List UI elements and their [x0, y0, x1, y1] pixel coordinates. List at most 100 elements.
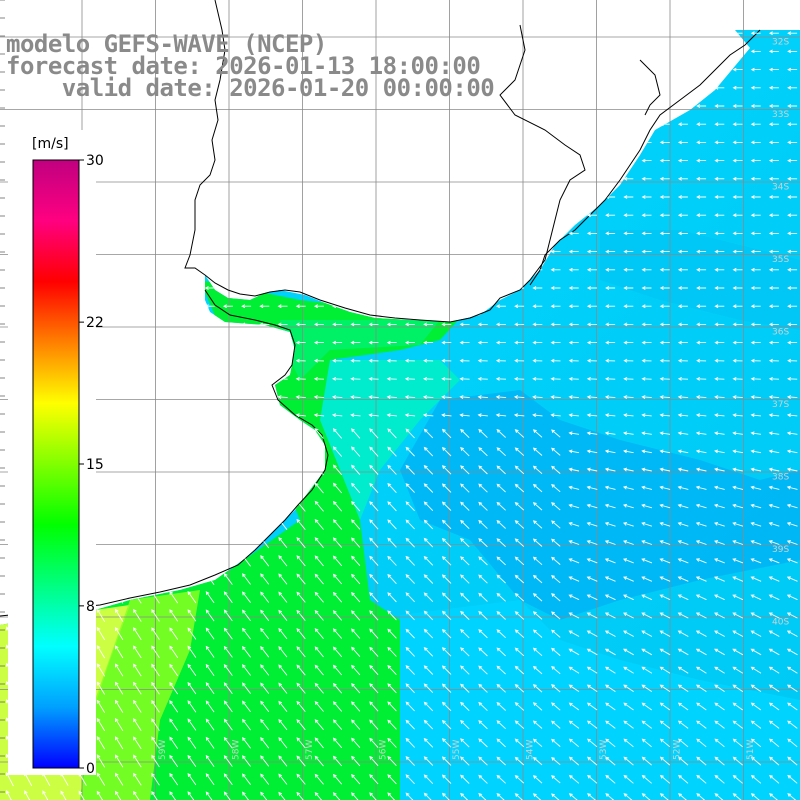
- wind-arrow: [586, 521, 598, 527]
- wind-arrow: [732, 85, 743, 90]
- wind-arrow: [532, 322, 543, 327]
- wind-arrow: [313, 322, 324, 327]
- wind-arrow: [641, 449, 652, 454]
- wind-arrow: [532, 395, 543, 399]
- wind-arrow: [278, 591, 288, 603]
- wind-arrow: [387, 483, 397, 494]
- wind-arrow: [295, 358, 306, 363]
- wind-arrow: [551, 684, 561, 693]
- wind-arrow: [296, 591, 306, 603]
- wind-arrow: [404, 322, 415, 327]
- wind-arrow: [441, 483, 452, 493]
- wind-arrow: [714, 702, 725, 711]
- lon-label-55W: 55W: [452, 740, 462, 760]
- wind-arrow: [514, 738, 525, 748]
- wind-arrow: [641, 702, 652, 711]
- wind-arrow: [786, 558, 798, 564]
- wind-arrow: [768, 376, 780, 381]
- wind-arrow: [551, 756, 561, 766]
- wind-arrow: [260, 737, 270, 749]
- wind-arrow: [332, 519, 343, 530]
- wind-arrow: [677, 395, 689, 399]
- wind-arrow: [368, 395, 379, 399]
- wind-arrow: [496, 520, 506, 529]
- wind-arrow: [696, 340, 707, 345]
- wind-arrow: [460, 610, 470, 621]
- wind-arrow: [42, 790, 51, 800]
- wind-arrow: [169, 645, 179, 658]
- wind-arrow: [714, 793, 725, 800]
- title-valid-date: valid date: 2026-01-20 00:00:00: [6, 74, 495, 102]
- wind-arrow: [768, 304, 779, 309]
- wind-arrow: [750, 140, 761, 145]
- wind-arrow: [750, 286, 761, 290]
- wind-arrow: [677, 449, 689, 454]
- wind-arrow: [714, 104, 725, 108]
- wind-arrow: [604, 467, 616, 472]
- wind-arrow: [714, 413, 725, 418]
- wind-arrow: [386, 376, 397, 381]
- wind-arrow: [623, 540, 634, 545]
- wind-arrow: [695, 467, 707, 472]
- wind-arrow: [695, 612, 707, 619]
- wind-arrow: [768, 176, 779, 181]
- wind-arrow: [532, 738, 543, 748]
- wind-arrow: [459, 322, 470, 327]
- wind-arrow: [133, 699, 142, 713]
- wind-arrow: [96, 772, 106, 786]
- wind-arrow: [604, 612, 616, 619]
- wind-arrow: [351, 737, 361, 748]
- wind-arrow: [750, 630, 762, 637]
- wind-arrow: [423, 756, 434, 766]
- wind-arrow: [586, 720, 598, 729]
- wind-arrow: [423, 340, 434, 345]
- wind-arrow: [260, 682, 270, 694]
- wind-arrow: [387, 537, 397, 548]
- wind-arrow: [732, 467, 743, 472]
- wind-arrow: [768, 140, 779, 145]
- wind-arrow: [314, 664, 324, 676]
- wind-arrow: [441, 738, 452, 748]
- wind-arrow: [405, 719, 415, 730]
- wind-arrow: [750, 576, 762, 582]
- wind-arrow: [532, 413, 543, 418]
- wind-arrow: [387, 701, 397, 712]
- wind-arrow: [423, 483, 434, 493]
- wind-arrow: [551, 775, 561, 784]
- title-forecast-date: forecast date: 2026-01-13 18:00:00: [6, 52, 481, 80]
- wind-arrow: [732, 286, 743, 290]
- wind-arrow: [750, 322, 761, 327]
- wind-arrow: [133, 736, 142, 750]
- wind-arrow: [641, 195, 652, 199]
- wind-arrow: [677, 340, 688, 345]
- wind-arrow: [750, 684, 762, 692]
- wind-arrow: [387, 646, 397, 657]
- wind-arrow: [368, 413, 379, 418]
- wind-arrow: [96, 608, 106, 622]
- wind-arrow: [387, 446, 397, 457]
- wind-arrow: [332, 446, 343, 457]
- wind-arrow: [659, 376, 670, 381]
- field-blue-patch: [400, 390, 800, 620]
- wind-arrow: [641, 630, 653, 637]
- wind-arrow: [169, 772, 179, 786]
- wind-arrow: [169, 700, 179, 713]
- wind-arrow: [404, 376, 416, 381]
- wind-arrow: [605, 684, 616, 692]
- wind-arrow: [750, 176, 761, 181]
- wind-arrow: [677, 304, 688, 309]
- wind-arrow: [332, 737, 343, 749]
- wind-arrow: [732, 793, 743, 800]
- wind-arrow: [204, 286, 215, 290]
- wind-arrow: [460, 428, 470, 439]
- wind-arrow: [514, 720, 525, 729]
- wind-arrow: [732, 376, 743, 381]
- wind-arrow: [604, 431, 616, 436]
- wind-arrow: [532, 502, 543, 511]
- wind-arrow: [332, 773, 343, 785]
- wind-arrow: [405, 701, 415, 712]
- wind-arrow: [696, 304, 707, 309]
- wind-arrow: [568, 503, 580, 509]
- wind-arrow: [714, 195, 725, 199]
- wind-arrow: [332, 322, 343, 327]
